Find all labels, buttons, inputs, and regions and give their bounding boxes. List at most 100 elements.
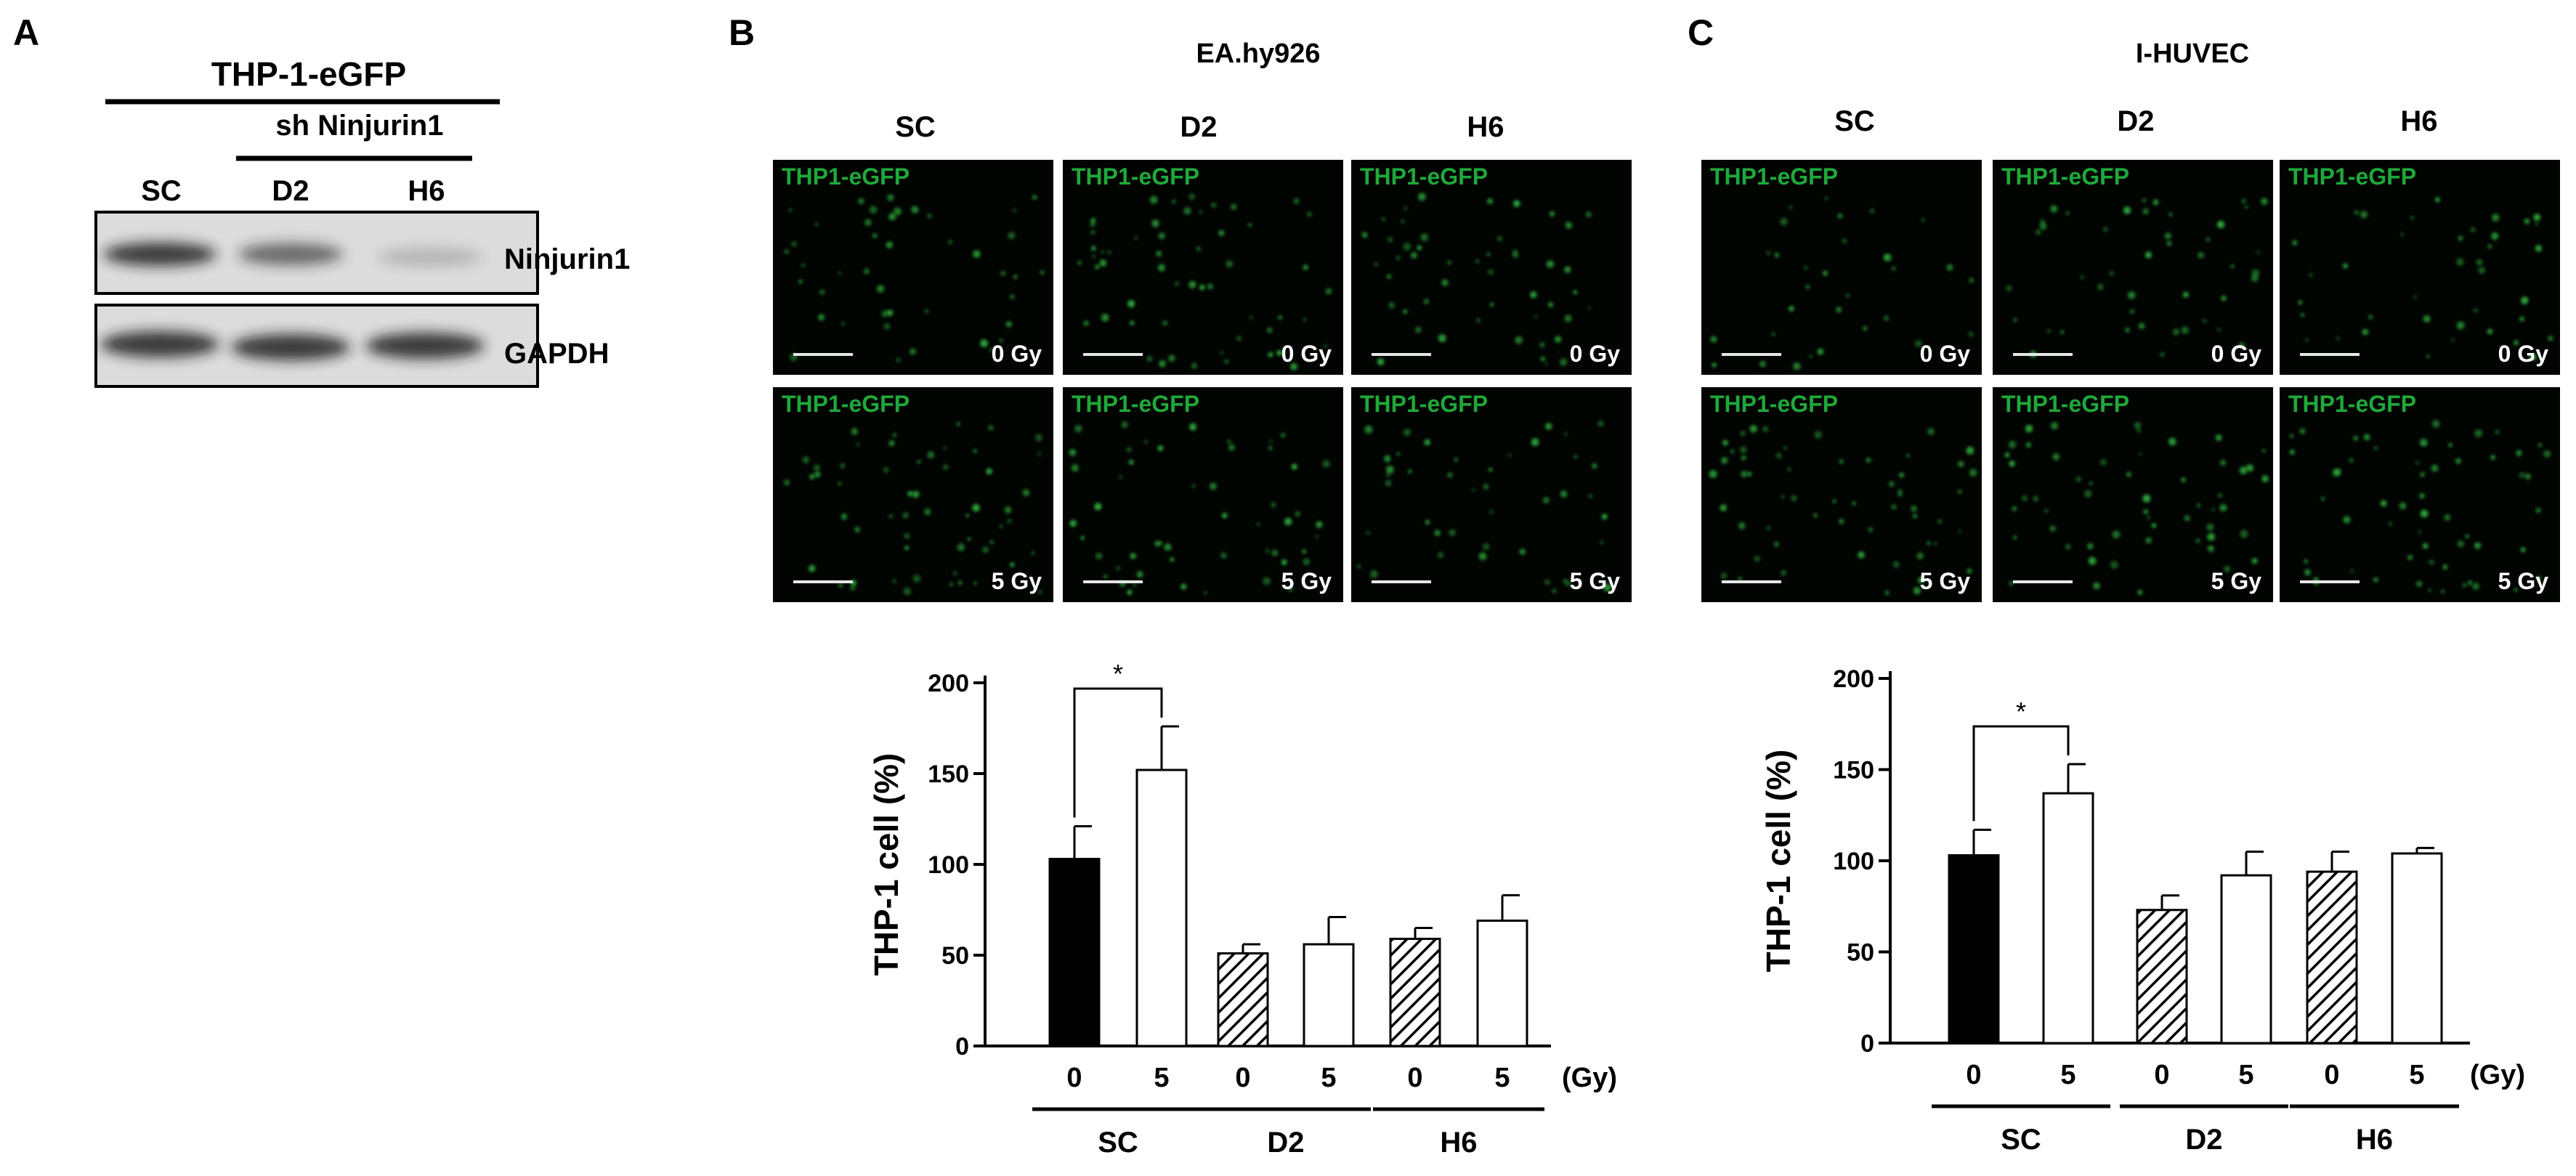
column-label: SC <box>1834 105 1875 137</box>
gfp-cell <box>1364 425 1373 434</box>
gfp-cell <box>2473 308 2478 313</box>
gfp-cell <box>1095 264 1100 269</box>
gfp-cell <box>1587 307 1591 310</box>
lane-label: SC <box>141 175 182 207</box>
gfp-cell <box>2224 565 2231 572</box>
gfp-cell <box>819 289 825 295</box>
gfp-cell <box>1888 481 1895 487</box>
gfp-cell <box>1119 475 1122 479</box>
gfp-cell <box>1542 497 1550 504</box>
gfp-cell <box>1839 459 1844 464</box>
gfp-cell <box>1549 211 1555 216</box>
gfp-cell <box>2495 429 2500 434</box>
gfp-cell <box>1226 260 1234 268</box>
gfp-cell <box>1366 531 1370 535</box>
x-tick-label: 0 <box>1066 1063 1082 1093</box>
gfp-cell <box>1454 457 1459 462</box>
gfp-cell <box>1092 254 1095 259</box>
gfp-cell <box>2261 475 2269 482</box>
bar <box>1476 920 1528 1047</box>
gfp-cell <box>1396 452 1401 456</box>
gfp-cell <box>1121 421 1128 429</box>
y-tick-label: 200 <box>1833 665 1874 693</box>
gfp-cell <box>1357 564 1361 569</box>
gfp-cell <box>2160 352 2165 357</box>
gfp-cell <box>1897 489 1903 494</box>
gfp-cell <box>1918 577 1925 584</box>
dose-label: 0 Gy <box>1281 341 1332 367</box>
gfp-cell <box>1863 326 1868 331</box>
gfp-cell <box>2455 458 2461 464</box>
western-blot-cell-line: THP-1-eGFP <box>211 55 406 93</box>
gfp-cell <box>2065 211 2070 215</box>
bar <box>2042 792 2094 1045</box>
gfp-cell <box>1809 354 1812 358</box>
gfp-cell <box>2036 230 2041 235</box>
gfp-cell <box>2013 535 2017 540</box>
gfp-cell <box>1837 213 1843 219</box>
gfp-cell <box>1008 232 1016 240</box>
gfp-cell <box>1437 552 1444 559</box>
gfp-cell <box>2087 543 2094 550</box>
gfp-cell <box>1403 242 1411 251</box>
group-label: SC <box>2001 1124 2041 1156</box>
gfp-cell <box>1916 552 1924 559</box>
gfp-cell <box>1946 264 1953 271</box>
gfp-cell <box>2245 205 2248 208</box>
gfp-cell <box>2251 275 2259 283</box>
gfp-cell <box>814 471 821 478</box>
gfp-cell <box>1080 535 1085 540</box>
gfp-cell <box>2456 321 2465 330</box>
gfp-cell <box>1823 270 1828 276</box>
gfp-cell <box>1911 505 1917 512</box>
gfp-cell <box>2139 453 2142 456</box>
gfp-cell <box>2292 240 2298 246</box>
fluorescence-micrograph: THP1-eGFP 5 Gy <box>2280 387 2560 602</box>
gfp-cell <box>801 263 805 267</box>
lane-label: D2 <box>272 175 309 207</box>
gfp-cell <box>1544 579 1550 585</box>
gfp-cell <box>872 233 878 238</box>
gfp-cell <box>1248 223 1252 227</box>
gfp-cell <box>1912 514 1918 519</box>
gfp-cell <box>1597 421 1604 427</box>
gfp-cell <box>1361 232 1368 238</box>
gfp-cell <box>2491 232 2499 240</box>
gfp-cell <box>1288 587 1293 592</box>
gfp-cell <box>1740 446 1747 453</box>
gfp-cell <box>883 466 889 473</box>
gfp-cell <box>904 533 910 539</box>
gfp-cell <box>1035 434 1042 442</box>
gfp-cell <box>1069 448 1077 456</box>
gfp-cell <box>2152 199 2159 206</box>
gfp-cell <box>1592 463 1597 469</box>
gfp-cell <box>1128 459 1134 465</box>
gfp-cell <box>2251 558 2258 564</box>
gfp-cell <box>1385 466 1394 474</box>
gfp-cell <box>1781 569 1786 576</box>
column-label: H6 <box>1467 111 1504 143</box>
gfp-cell <box>883 323 891 330</box>
gfp-cell <box>2419 439 2428 447</box>
y-tick-label: 100 <box>1833 848 1874 875</box>
gfp-cell <box>1858 551 1865 559</box>
western-blot-band <box>103 243 216 266</box>
dose-label: 0 Gy <box>1920 341 1971 367</box>
gfp-cell <box>1927 428 1935 435</box>
micrograph-label: THP1-eGFP <box>1710 163 1838 190</box>
blot-gapdh: GAPDH <box>94 304 609 388</box>
gfp-cell <box>1013 208 1016 212</box>
gfp-cell <box>1386 274 1392 280</box>
gfp-cell <box>1388 302 1396 309</box>
gfp-cell <box>2013 318 2017 322</box>
gfp-cell <box>856 442 860 447</box>
gfp-cell <box>1508 453 1512 457</box>
gfp-cell <box>2304 569 2311 576</box>
x-tick-label: 5 <box>2409 1060 2424 1090</box>
gfp-cell <box>1759 360 1766 368</box>
gfp-cell <box>924 508 931 516</box>
gfp-cell <box>2166 240 2172 246</box>
x-tick-label: 0 <box>1407 1063 1422 1093</box>
gfp-cell <box>2219 503 2227 512</box>
